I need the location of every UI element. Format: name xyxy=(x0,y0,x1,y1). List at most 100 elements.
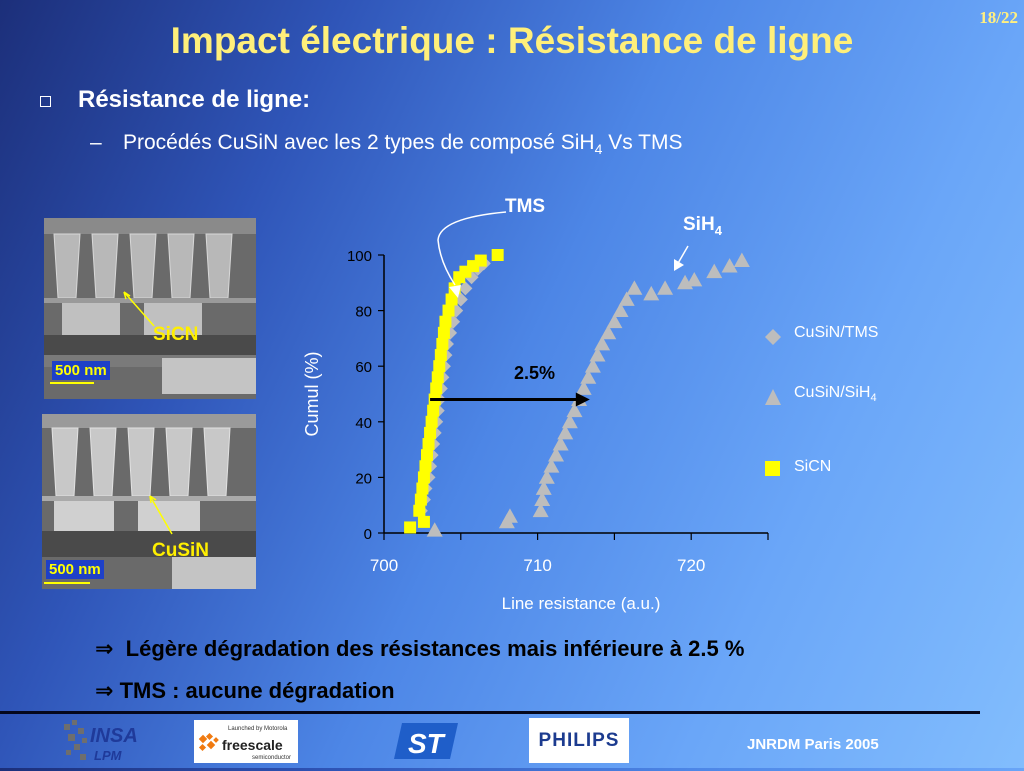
point-sih4 xyxy=(618,291,635,306)
insa-logo-drawing: INSA LPM xyxy=(64,720,138,763)
callout-sih4-line xyxy=(676,245,689,266)
conclusion-1-text: Légère dégradation des résistances mais … xyxy=(125,636,745,661)
footer-event: JNRDM Paris 2005 xyxy=(747,736,879,753)
philips-logo: PHILIPS xyxy=(529,718,629,763)
point-sih4 xyxy=(543,458,560,473)
label-sicn: SiCN xyxy=(153,324,199,345)
point-sicn xyxy=(431,371,444,384)
sub-bullet-end: Vs TMS xyxy=(602,131,683,154)
point-sih4 xyxy=(606,313,623,329)
sub-bullet-text: Procédés CuSiN avec les 2 types de compo… xyxy=(123,131,682,157)
y-tick-label: 100 xyxy=(347,248,372,265)
point-sih4 xyxy=(538,469,555,484)
point-sicn xyxy=(404,521,417,534)
sem-image-cusin-drawing xyxy=(42,414,256,589)
point-sih4 xyxy=(426,522,443,537)
point-sicn xyxy=(419,460,432,473)
freescale-logo: Launched by Motorola freescale semicondu… xyxy=(194,720,298,763)
bullet-heading: Résistance de ligne: xyxy=(78,86,311,113)
conclusion-arrow-icon-2: ⇒ xyxy=(95,679,114,704)
point-sicn xyxy=(430,382,443,395)
conclusion-2-text: TMS : aucune dégradation xyxy=(119,678,395,703)
point-sicn xyxy=(417,515,430,528)
point-sih4 xyxy=(548,447,565,462)
freescale-sub: semiconductor xyxy=(252,755,291,761)
point-sicn xyxy=(433,360,446,373)
point-sicn xyxy=(445,293,458,306)
x-tick-label: 720 xyxy=(677,556,705,575)
point-sih4 xyxy=(561,413,578,429)
point-sih4 xyxy=(612,302,629,317)
st-logo-text: ST xyxy=(408,728,447,759)
legend-triangle-icon xyxy=(765,389,781,405)
sub-bullet-subscript: 4 xyxy=(594,141,603,158)
callout-tms-head xyxy=(449,285,461,298)
conclusion-2: ⇒ TMS : aucune dégradation xyxy=(95,678,395,704)
point-sicn xyxy=(434,349,447,362)
y-tick-label: 80 xyxy=(355,304,372,321)
insa-logo-text: INSA xyxy=(90,725,138,747)
annotation-sih4: SiH4 xyxy=(683,214,722,238)
legend-square-icon xyxy=(765,461,780,476)
point-sih4 xyxy=(657,280,674,295)
point-sicn xyxy=(491,249,504,261)
point-sih4 xyxy=(501,508,518,523)
legend-label-tms: CuSiN/TMS xyxy=(794,324,879,341)
point-sicn xyxy=(425,415,438,428)
point-sih4 xyxy=(686,272,703,287)
st-logo: ST xyxy=(392,719,460,763)
point-sicn xyxy=(436,337,449,350)
point-sih4 xyxy=(532,502,549,518)
freescale-logo-drawing: Launched by Motorola freescale semicondu… xyxy=(198,726,291,761)
point-sicn xyxy=(437,326,450,339)
slide-title: Impact électrique : Résistance de ligne xyxy=(170,20,854,61)
point-sicn xyxy=(439,315,452,328)
freescale-wordmark: freescale xyxy=(222,737,283,753)
annotation-sih4-main: SiH xyxy=(683,214,715,235)
scale-bar-top: 500 nm xyxy=(52,361,110,380)
scale-line-top xyxy=(50,382,94,384)
annotation-shift: 2.5% xyxy=(514,363,556,383)
y-tick-label: 0 xyxy=(364,526,372,543)
point-sicn xyxy=(414,493,427,506)
x-tick-label: 700 xyxy=(370,556,398,575)
point-sih4 xyxy=(535,480,552,495)
point-sicn xyxy=(421,449,434,462)
point-sicn xyxy=(417,471,430,484)
callout-sih4-head xyxy=(674,259,684,271)
y-axis-label: Cumul (%) xyxy=(302,351,322,436)
page-number: 18/22 xyxy=(979,8,1018,27)
scale-line-bottom xyxy=(44,582,90,584)
point-sicn xyxy=(442,304,455,317)
point-sicn xyxy=(413,504,426,517)
x-axis-label: Line resistance (a.u.) xyxy=(502,594,661,613)
legend-diamond-icon xyxy=(765,329,781,345)
sub-bullet-main: Procédés CuSiN avec les 2 types de compo… xyxy=(123,131,595,154)
annotation-tms: TMS xyxy=(505,196,546,217)
point-sih4 xyxy=(600,324,617,340)
y-tick-label: 40 xyxy=(355,415,372,432)
footer-divider xyxy=(0,711,980,714)
point-sih4 xyxy=(557,424,574,440)
point-sih4 xyxy=(643,285,660,301)
insa-logo: INSA LPM xyxy=(60,716,150,766)
point-sicn xyxy=(474,254,487,267)
conclusion-1: ⇒ Légère dégradation des résistances mai… xyxy=(95,636,744,662)
insa-logo-sub: LPM xyxy=(94,748,123,763)
point-sih4 xyxy=(575,380,592,395)
point-sih4 xyxy=(721,258,738,273)
point-sih4 xyxy=(589,347,606,362)
point-tms xyxy=(458,281,473,296)
label-cusin: CuSiN xyxy=(152,540,209,561)
sem-image-cusin xyxy=(42,414,256,589)
sub-bullet-dash: – xyxy=(90,131,102,154)
point-sih4 xyxy=(584,358,601,373)
point-sih4 xyxy=(580,369,597,384)
bullet-square-icon xyxy=(40,96,51,107)
point-sicn xyxy=(422,438,435,451)
point-sih4 xyxy=(552,436,569,451)
philips-logo-text: PHILIPS xyxy=(538,730,620,751)
legend-label-sih4: CuSiN/SiH4 xyxy=(794,384,877,405)
scale-bar-bottom: 500 nm xyxy=(46,560,104,579)
